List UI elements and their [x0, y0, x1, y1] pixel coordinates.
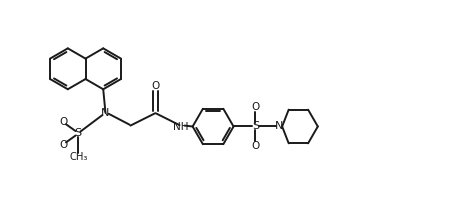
- Text: O: O: [251, 102, 260, 112]
- Text: N: N: [275, 121, 283, 131]
- Text: O: O: [151, 81, 159, 91]
- Text: S: S: [252, 121, 259, 131]
- Text: O: O: [60, 117, 68, 127]
- Text: O: O: [251, 141, 260, 151]
- Text: N: N: [101, 108, 109, 118]
- Text: NH: NH: [173, 122, 189, 132]
- Text: CH₃: CH₃: [69, 152, 87, 162]
- Text: O: O: [60, 140, 68, 150]
- Text: S: S: [75, 128, 82, 138]
